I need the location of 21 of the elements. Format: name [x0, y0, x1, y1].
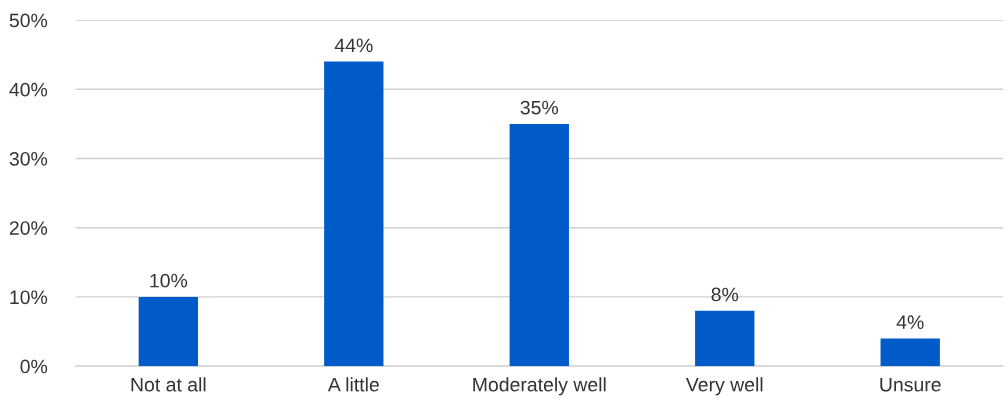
y-tick-label: 20%: [9, 221, 48, 235]
data-label: 35%: [520, 100, 559, 115]
x-tick-label: Moderately well: [473, 377, 606, 396]
data-label: 10%: [150, 273, 188, 288]
x-tick-label: A little: [327, 377, 379, 392]
data-label: 44%: [334, 38, 373, 53]
x-tick-label: Very well: [685, 377, 763, 396]
bar: [509, 123, 569, 367]
y-tick-label: 40%: [9, 82, 48, 97]
x-tick-label: Not at all: [131, 377, 206, 392]
data-label: 4%: [896, 315, 924, 329]
y-tick-label: 10%: [10, 290, 48, 305]
y-tick-label: 30%: [9, 151, 48, 166]
y-tick-label: 0%: [20, 359, 48, 374]
bar: [138, 296, 199, 367]
data-label: 8%: [711, 287, 739, 302]
x-tick-label: Unsure: [880, 377, 941, 392]
bar: [324, 61, 384, 367]
bar: [880, 338, 940, 367]
y-tick-label: 50%: [9, 13, 48, 28]
bar: [695, 310, 755, 367]
